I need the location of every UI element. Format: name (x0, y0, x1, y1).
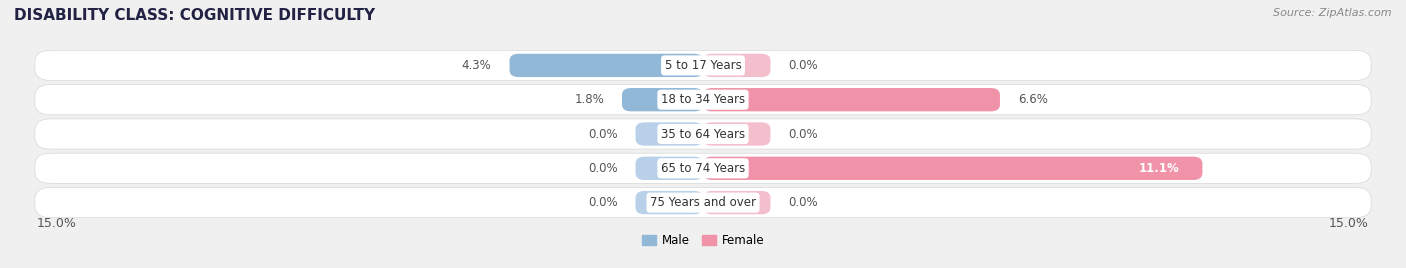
Text: 0.0%: 0.0% (789, 128, 818, 140)
FancyBboxPatch shape (636, 157, 703, 180)
Text: DISABILITY CLASS: COGNITIVE DIFFICULTY: DISABILITY CLASS: COGNITIVE DIFFICULTY (14, 8, 375, 23)
Text: 75 Years and over: 75 Years and over (650, 196, 756, 209)
Text: 1.8%: 1.8% (574, 93, 605, 106)
FancyBboxPatch shape (703, 122, 770, 146)
FancyBboxPatch shape (703, 157, 1202, 180)
Text: 0.0%: 0.0% (588, 128, 617, 140)
Text: 65 to 74 Years: 65 to 74 Years (661, 162, 745, 175)
FancyBboxPatch shape (35, 188, 1371, 218)
Text: 6.6%: 6.6% (1018, 93, 1047, 106)
FancyBboxPatch shape (621, 88, 703, 111)
Text: 5 to 17 Years: 5 to 17 Years (665, 59, 741, 72)
Text: 11.1%: 11.1% (1139, 162, 1180, 175)
FancyBboxPatch shape (703, 191, 770, 214)
FancyBboxPatch shape (636, 191, 703, 214)
Text: 0.0%: 0.0% (789, 59, 818, 72)
FancyBboxPatch shape (35, 85, 1371, 115)
Text: Source: ZipAtlas.com: Source: ZipAtlas.com (1274, 8, 1392, 18)
Text: 0.0%: 0.0% (588, 162, 617, 175)
FancyBboxPatch shape (703, 54, 770, 77)
Text: 0.0%: 0.0% (588, 196, 617, 209)
FancyBboxPatch shape (703, 88, 1000, 111)
Text: 35 to 64 Years: 35 to 64 Years (661, 128, 745, 140)
FancyBboxPatch shape (509, 54, 703, 77)
FancyBboxPatch shape (35, 119, 1371, 149)
FancyBboxPatch shape (35, 50, 1371, 80)
Text: 15.0%: 15.0% (1329, 217, 1369, 230)
FancyBboxPatch shape (636, 122, 703, 146)
Text: 18 to 34 Years: 18 to 34 Years (661, 93, 745, 106)
Legend: Male, Female: Male, Female (637, 229, 769, 252)
Text: 0.0%: 0.0% (789, 196, 818, 209)
Text: 4.3%: 4.3% (461, 59, 492, 72)
Text: 15.0%: 15.0% (37, 217, 77, 230)
FancyBboxPatch shape (35, 153, 1371, 183)
